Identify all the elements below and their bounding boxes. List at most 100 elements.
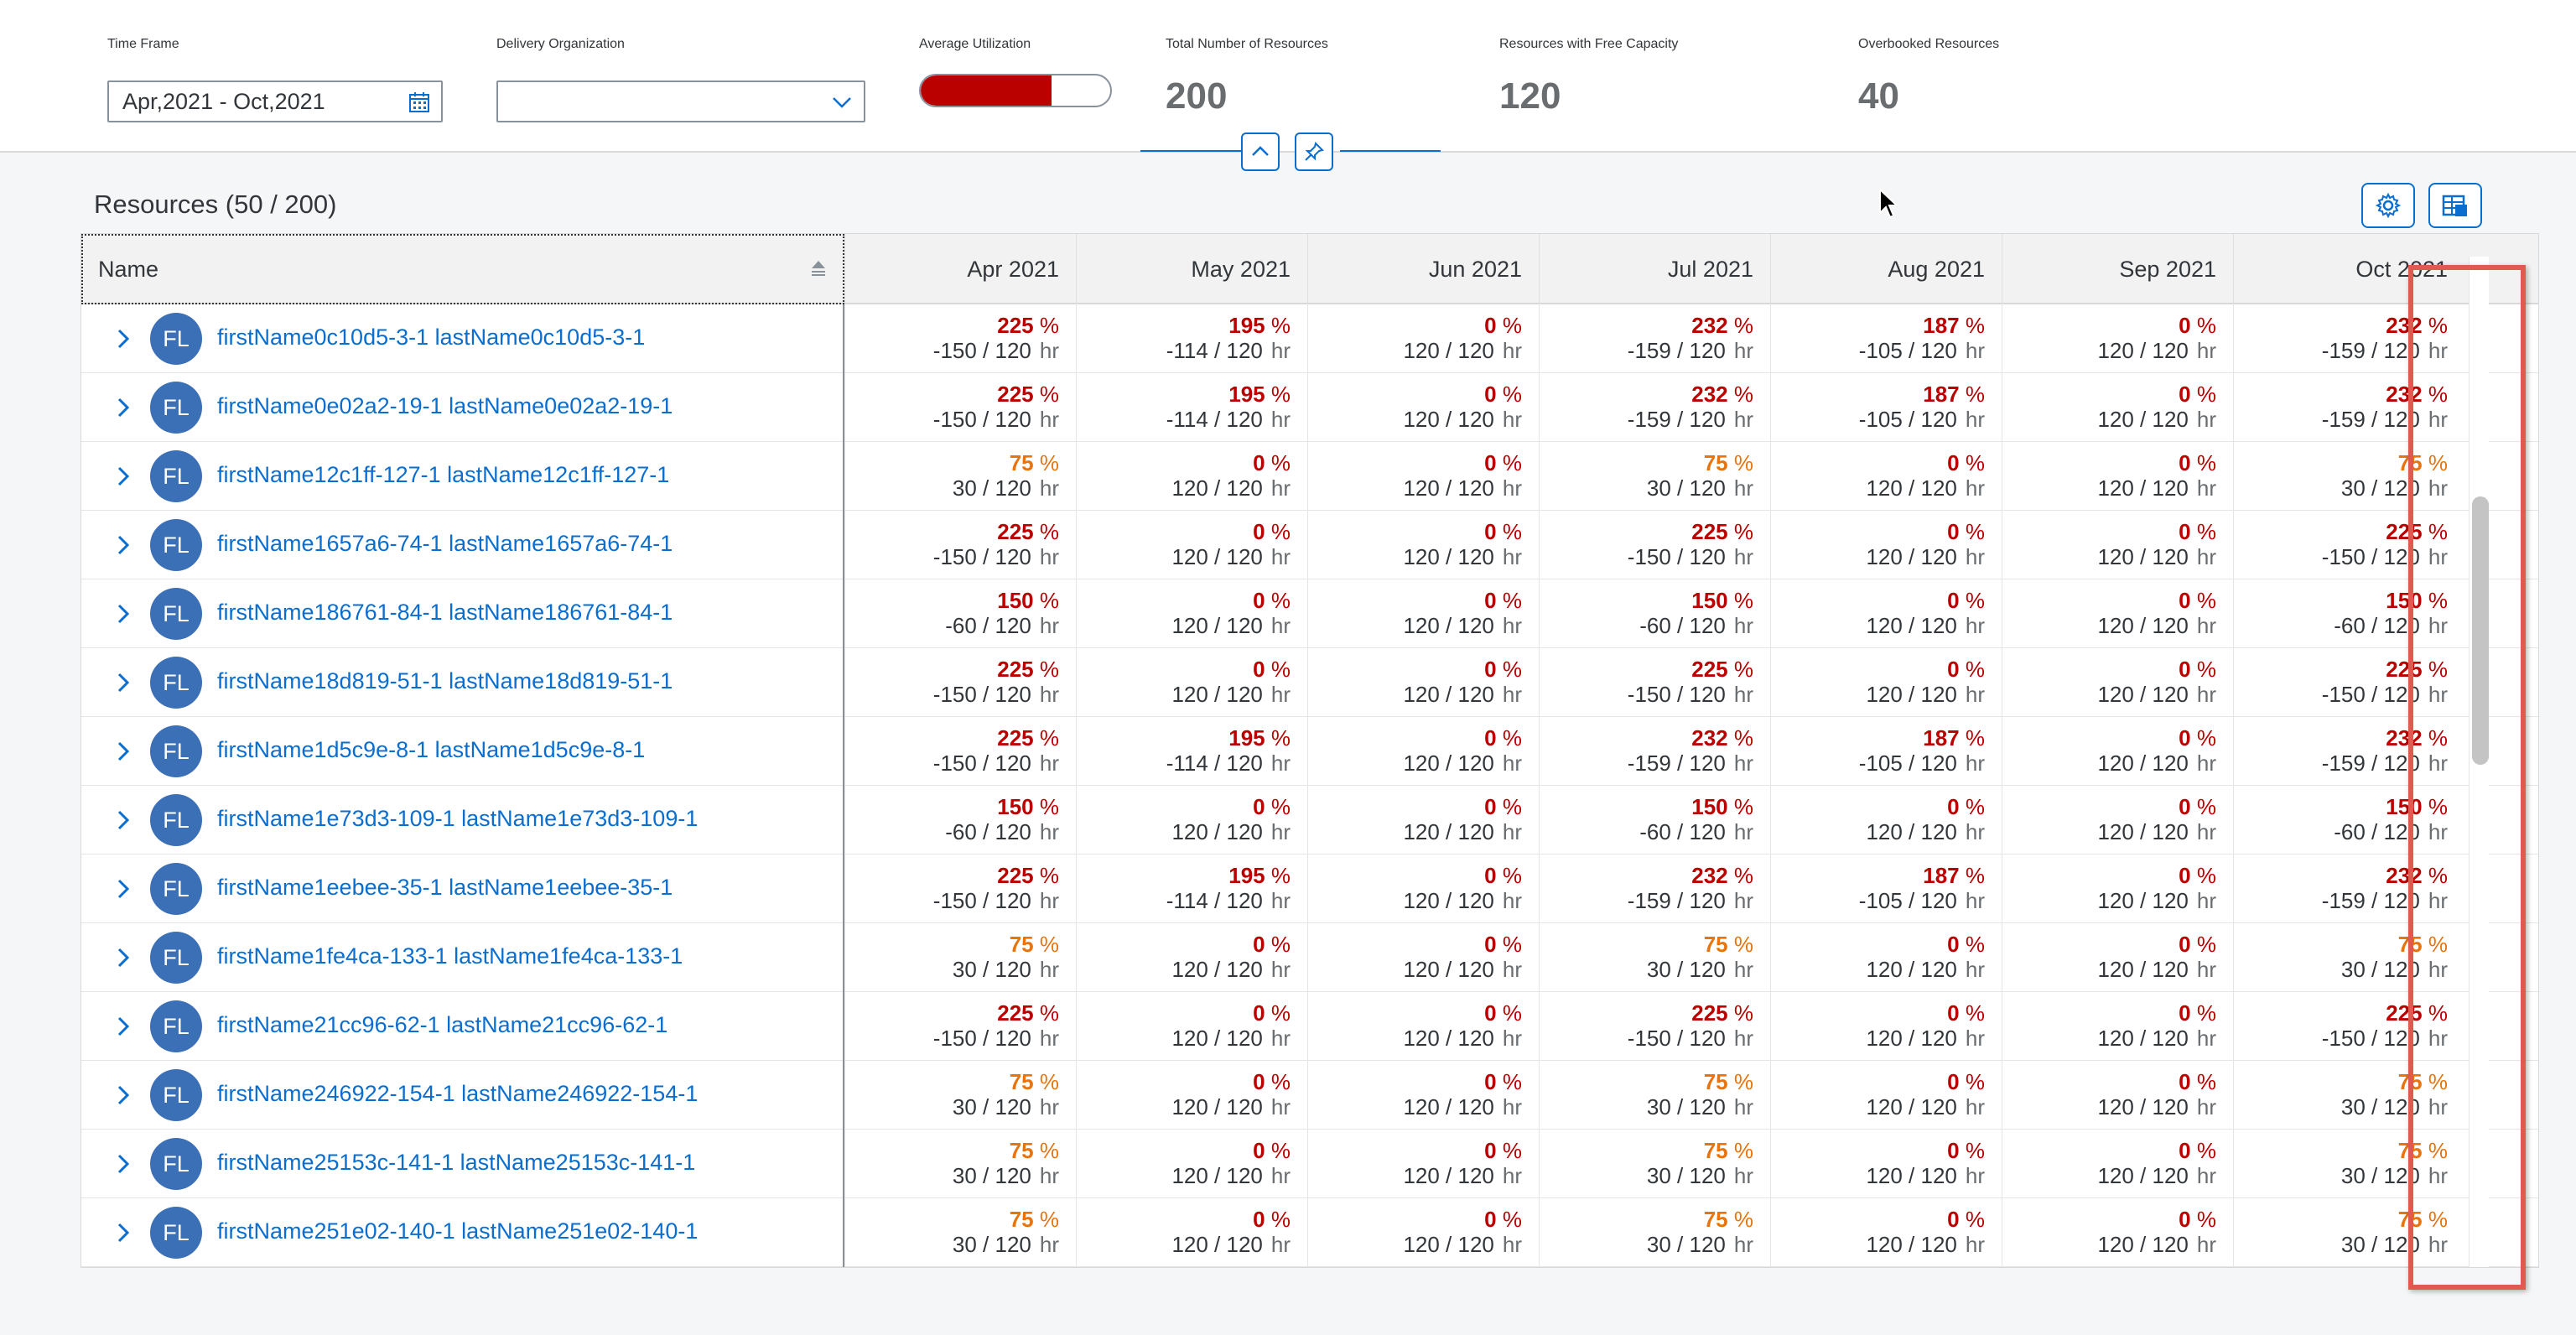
chevron-right-icon[interactable] [112,1014,135,1039]
chevron-right-icon[interactable] [112,464,135,489]
delivery-org-select[interactable] [496,81,865,122]
utilization-percent: 232 % [1691,863,1753,888]
utilization-cell: 150 % -60 / 120 hr [1539,579,1770,648]
utilization-percent: 0 % [1253,588,1291,613]
table-row[interactable]: FL firstName18d819-51-1 lastName18d819-51… [81,648,2538,717]
month-column-header[interactable]: Sep 2021 [2002,234,2233,304]
month-column-header[interactable]: May 2021 [1076,234,1307,304]
table-row[interactable]: FL firstName1e73d3-109-1 lastName1e73d3-1… [81,786,2538,855]
chevron-down-icon[interactable] [830,91,854,114]
table-row[interactable]: FL firstName0c10d5-3-1 lastName0c10d5-3-1… [81,304,2538,373]
capacity-hours: -105 / 120 hr [1858,888,1985,913]
utilization-cell: 232 % -159 / 120 hr [1539,717,1770,786]
pin-header-button[interactable] [1295,132,1333,171]
utilization-percent: 187 % [1923,725,1985,751]
table-row[interactable]: FL firstName1fe4ca-133-1 lastName1fe4ca-1… [81,923,2538,992]
utilization-percent: 225 % [2386,1000,2448,1026]
avatar: FL [150,863,202,915]
table-settings-button[interactable] [2361,183,2415,228]
chevron-up-icon [1252,146,1269,156]
utilization-percent: 195 % [1228,725,1291,751]
table-row[interactable]: FL firstName186761-84-1 lastName186761-84… [81,579,2538,648]
resource-name-link[interactable]: firstName0c10d5-3-1 lastName0c10d5-3-1 [217,325,646,350]
table-export-button[interactable] [2428,183,2482,228]
utilization-percent: 0 % [1484,863,1522,888]
utilization-percent: 0 % [2179,1000,2216,1026]
capacity-hours: 120 / 120 hr [1171,682,1291,707]
utilization-cell: 225 % -150 / 120 hr [844,511,1076,579]
utilization-percent: 225 % [2386,657,2448,682]
chevron-right-icon[interactable] [112,670,135,695]
chevron-right-icon[interactable] [112,1151,135,1177]
mouse-cursor-icon [1879,188,1898,219]
avatar: FL [150,1138,202,1190]
table-row[interactable]: FL firstName1657a6-74-1 lastName1657a6-74… [81,511,2538,579]
table-row[interactable]: FL firstName1d5c9e-8-1 lastName1d5c9e-8-1… [81,717,2538,786]
chevron-right-icon[interactable] [112,876,135,901]
month-column-header[interactable]: Apr 2021 [844,234,1076,304]
utilization-percent: 225 % [997,313,1059,338]
capacity-hours: 30 / 120 hr [952,957,1059,982]
chevron-right-icon[interactable] [112,326,135,351]
chevron-right-icon[interactable] [112,1083,135,1108]
utilization-cell: 0 % 120 / 120 hr [2002,373,2233,442]
table-row[interactable]: FL firstName21cc96-62-1 lastName21cc96-62… [81,992,2538,1061]
chevron-right-icon[interactable] [112,395,135,420]
resource-name-link[interactable]: firstName21cc96-62-1 lastName21cc96-62-1 [217,1012,668,1037]
table-row[interactable]: FL firstName0e02a2-19-1 lastName0e02a2-19… [81,373,2538,442]
chevron-right-icon[interactable] [112,945,135,970]
capacity-hours: -114 / 120 hr [1166,888,1291,913]
chevron-right-icon[interactable] [112,808,135,833]
header-divider-right [1340,150,1441,152]
capacity-hours: 30 / 120 hr [1646,1094,1753,1119]
capacity-hours: 30 / 120 hr [952,1094,1059,1119]
chevron-right-icon[interactable] [112,1220,135,1245]
pin-icon [1305,142,1324,161]
sort-icon[interactable] [809,259,828,278]
utilization-cell: 0 % 120 / 120 hr [1770,1130,2002,1198]
resource-name-link[interactable]: firstName186761-84-1 lastName186761-84-1 [217,600,673,625]
utilization-cell: 0 % 120 / 120 hr [1307,1061,1539,1130]
resource-name-link[interactable]: firstName25153c-141-1 lastName25153c-141… [217,1150,696,1175]
table-row[interactable]: FL firstName251e02-140-1 lastName251e02-1… [81,1198,2538,1267]
month-column-header[interactable]: Jun 2021 [1307,234,1539,304]
free-capacity-value: 120 [1499,75,1561,117]
utilization-percent: 232 % [2386,313,2448,338]
resource-name-link[interactable]: firstName1e73d3-109-1 lastName1e73d3-109… [217,806,699,831]
utilization-percent: 0 % [1484,725,1522,751]
resource-name-link[interactable]: firstName1eebee-35-1 lastName1eebee-35-1 [217,875,673,900]
resource-name-link[interactable]: firstName1fe4ca-133-1 lastName1fe4ca-133… [217,943,683,969]
utilization-cell: 0 % 120 / 120 hr [2002,855,2233,923]
utilization-cell: 225 % -150 / 120 hr [844,648,1076,717]
resource-name-link[interactable]: firstName18d819-51-1 lastName18d819-51-1 [217,668,673,693]
utilization-percent: 225 % [1691,657,1753,682]
utilization-percent: 75 % [1703,932,1753,957]
resource-name-link[interactable]: firstName1657a6-74-1 lastName1657a6-74-1 [217,531,673,556]
resource-name-link[interactable]: firstName12c1ff-127-1 lastName12c1ff-127… [217,462,670,487]
month-column-header[interactable]: Aug 2021 [1770,234,2002,304]
chevron-right-icon[interactable] [112,532,135,558]
utilization-cell: 0 % 120 / 120 hr [2002,992,2233,1061]
capacity-hours: -150 / 120 hr [2321,682,2448,707]
table-row[interactable]: FL firstName25153c-141-1 lastName25153c-1… [81,1130,2538,1198]
month-column-header[interactable]: Jul 2021 [1539,234,1770,304]
resource-name-link[interactable]: firstName1d5c9e-8-1 lastName1d5c9e-8-1 [217,737,646,762]
resource-name-link[interactable]: firstName251e02-140-1 lastName251e02-140… [217,1218,699,1244]
capacity-hours: 120 / 120 hr [2097,1094,2216,1119]
utilization-cell: 0 % 120 / 120 hr [1307,923,1539,992]
name-column-header[interactable]: Name [81,234,844,304]
chevron-right-icon[interactable] [112,601,135,626]
vertical-scrollbar-thumb[interactable] [2472,496,2489,765]
table-row[interactable]: FL firstName246922-154-1 lastName246922-1… [81,1061,2538,1130]
capacity-hours: 120 / 120 hr [2097,751,2216,776]
calendar-icon[interactable] [408,91,431,114]
resource-name-link[interactable]: firstName0e02a2-19-1 lastName0e02a2-19-1 [217,393,673,418]
collapse-header-button[interactable] [1241,132,1280,171]
time-frame-input[interactable]: Apr,2021 - Oct,2021 [107,81,443,122]
resource-name-link[interactable]: firstName246922-154-1 lastName246922-154… [217,1081,699,1106]
utilization-cell: 0 % 120 / 120 hr [1307,442,1539,511]
chevron-right-icon[interactable] [112,739,135,764]
utilization-cell: 225 % -150 / 120 hr [844,717,1076,786]
table-row[interactable]: FL firstName12c1ff-127-1 lastName12c1ff-1… [81,442,2538,511]
table-row[interactable]: FL firstName1eebee-35-1 lastName1eebee-35… [81,855,2538,923]
